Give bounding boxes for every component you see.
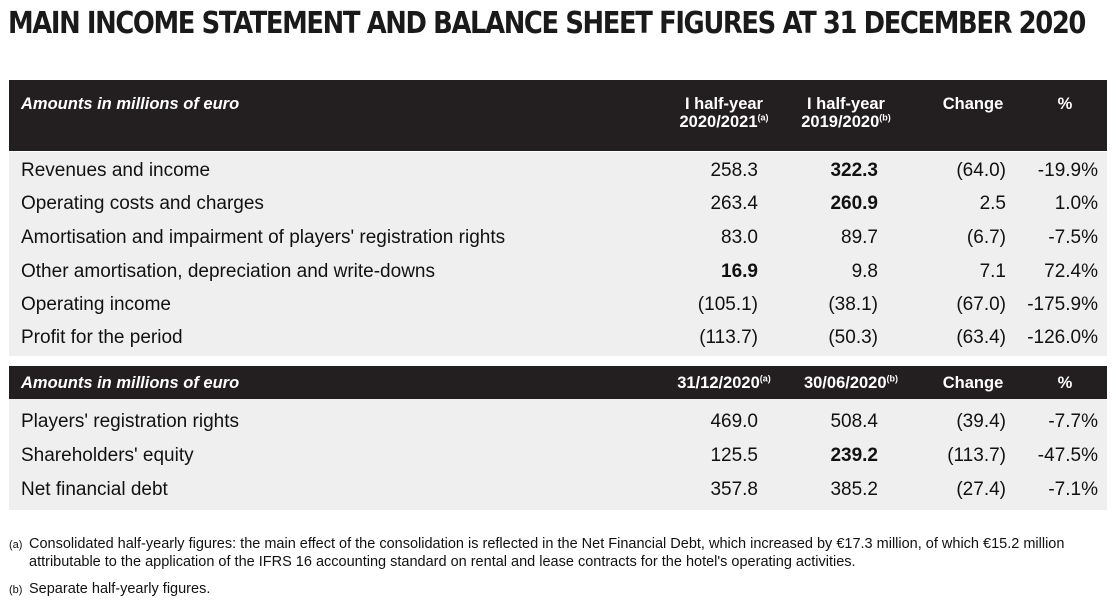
row-value-current: 16.9 bbox=[721, 261, 758, 282]
row-value-current: 263.4 bbox=[710, 193, 758, 214]
row-change: 2.5 bbox=[979, 193, 1006, 214]
row-value-previous: (50.3) bbox=[828, 327, 878, 348]
table-row: Shareholders' equity 125.5 239.2 (113.7)… bbox=[9, 439, 1107, 473]
row-label: Players' registration rights bbox=[21, 411, 239, 432]
income-header-col2-line2: 2019/2020 bbox=[801, 113, 880, 131]
row-value-current: 125.5 bbox=[710, 445, 758, 466]
row-value-current: (105.1) bbox=[697, 294, 758, 315]
table-row: Other amortisation, depreciation and wri… bbox=[9, 255, 1107, 289]
table-row: Players' registration rights 469.0 508.4… bbox=[9, 405, 1107, 439]
balance-header-col2: 30/06/2020(b) bbox=[781, 374, 921, 392]
page-title: MAIN INCOME STATEMENT AND BALANCE SHEET … bbox=[8, 6, 1086, 41]
income-header-col1-line2: 2020/2021 bbox=[679, 113, 758, 131]
row-value-previous: 260.9 bbox=[830, 193, 878, 214]
row-label: Revenues and income bbox=[21, 160, 211, 181]
row-value-previous: (38.1) bbox=[828, 294, 878, 315]
row-pct: 72.4% bbox=[1044, 261, 1098, 282]
row-change: (113.7) bbox=[947, 445, 1006, 466]
row-value-current: 357.8 bbox=[710, 479, 758, 500]
row-change: (27.4) bbox=[956, 479, 1006, 500]
row-value-current: 469.0 bbox=[710, 411, 758, 432]
income-header-col1-sup: (a) bbox=[757, 112, 769, 123]
row-value-previous: 322.3 bbox=[830, 160, 878, 181]
table-row: Revenues and income 258.3 322.3 (64.0) -… bbox=[9, 154, 1107, 188]
row-pct: -47.5% bbox=[1037, 445, 1098, 466]
income-header-label: Amounts in millions of euro bbox=[21, 95, 240, 113]
row-label: Net financial debt bbox=[21, 479, 168, 500]
income-table-body: Revenues and income 258.3 322.3 (64.0) -… bbox=[9, 152, 1107, 356]
row-change: (63.4) bbox=[956, 327, 1006, 348]
balance-table-header: Amounts in millions of euro 31/12/2020(a… bbox=[9, 366, 1107, 399]
row-value-previous: 89.7 bbox=[841, 227, 878, 248]
row-pct: -126.0% bbox=[1027, 327, 1098, 348]
balance-table-body: Players' registration rights 469.0 508.4… bbox=[9, 399, 1107, 510]
row-label: Operating costs and charges bbox=[21, 193, 264, 214]
row-pct: -7.5% bbox=[1048, 227, 1098, 248]
row-value-current: (113.7) bbox=[699, 327, 758, 348]
row-pct: -7.7% bbox=[1048, 411, 1098, 432]
row-value-current: 83.0 bbox=[721, 227, 758, 248]
table-row: Operating income (105.1) (38.1) (67.0) -… bbox=[9, 288, 1107, 322]
row-pct: -7.1% bbox=[1048, 479, 1098, 500]
balance-header-change: Change bbox=[942, 374, 1004, 392]
footnote-b: (b) Separate half-yearly figures. bbox=[9, 580, 1113, 598]
table-row: Profit for the period (113.7) (50.3) (63… bbox=[9, 321, 1107, 355]
balance-header-pct: % bbox=[1057, 374, 1073, 392]
row-value-previous: 508.4 bbox=[830, 411, 878, 432]
row-value-previous: 239.2 bbox=[830, 445, 878, 466]
income-header-change: Change bbox=[942, 95, 1004, 113]
balance-header-col1-sup: (a) bbox=[759, 373, 771, 384]
row-value-previous: 385.2 bbox=[830, 479, 878, 500]
balance-header-col1-text: 31/12/2020 bbox=[677, 374, 760, 392]
balance-header-label: Amounts in millions of euro bbox=[21, 374, 240, 392]
row-change: (6.7) bbox=[966, 227, 1006, 248]
row-pct: -19.9% bbox=[1037, 160, 1098, 181]
income-header-col1: I half-year 2020/2021(a) bbox=[659, 95, 789, 131]
table-row: Amortisation and impairment of players' … bbox=[9, 221, 1107, 255]
row-value-current: 258.3 bbox=[710, 160, 758, 181]
row-label: Profit for the period bbox=[21, 327, 183, 348]
row-pct: 1.0% bbox=[1054, 193, 1098, 214]
row-label: Shareholders' equity bbox=[21, 445, 194, 466]
row-change: (64.0) bbox=[956, 160, 1006, 181]
row-label: Operating income bbox=[21, 294, 171, 315]
income-table-header: Amounts in millions of euro I half-year … bbox=[9, 80, 1107, 151]
table-row: Operating costs and charges 263.4 260.9 … bbox=[9, 187, 1107, 221]
footnote-a-text: Consolidated half-yearly figures: the ma… bbox=[29, 536, 1065, 570]
income-header-col2-line1: I half-year bbox=[807, 95, 885, 113]
row-value-previous: 9.8 bbox=[851, 261, 878, 282]
table-row: Net financial debt 357.8 385.2 (27.4) -7… bbox=[9, 473, 1107, 507]
balance-header-col1: 31/12/2020(a) bbox=[659, 374, 789, 392]
row-change: (39.4) bbox=[956, 411, 1006, 432]
footnote-a: (a) Consolidated half-yearly figures: th… bbox=[9, 535, 1113, 571]
income-header-pct: % bbox=[1057, 95, 1073, 113]
row-label: Amortisation and impairment of players' … bbox=[21, 227, 506, 248]
footnote-a-marker: (a) bbox=[9, 539, 23, 551]
footnote-b-marker: (b) bbox=[9, 584, 23, 596]
footnote-b-text: Separate half-yearly figures. bbox=[29, 581, 211, 597]
income-header-col2-sup: (b) bbox=[879, 112, 891, 123]
balance-header-col2-text: 30/06/2020 bbox=[803, 374, 887, 392]
income-header-col2: I half-year 2019/2020(b) bbox=[781, 95, 911, 131]
row-change: 7.1 bbox=[979, 261, 1006, 282]
row-pct: -175.9% bbox=[1027, 294, 1098, 315]
row-label: Other amortisation, depreciation and wri… bbox=[21, 261, 435, 282]
income-header-col1-line1: I half-year bbox=[685, 95, 763, 113]
balance-header-col2-sup: (b) bbox=[886, 373, 899, 384]
row-change: (67.0) bbox=[956, 294, 1006, 315]
